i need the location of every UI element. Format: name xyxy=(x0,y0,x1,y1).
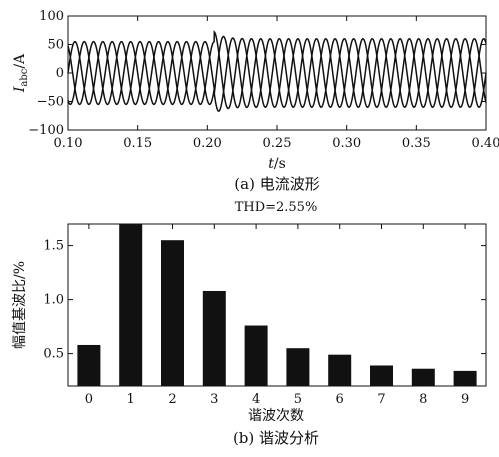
harmonic-y-axis-label: 幅值基波比/% xyxy=(11,261,28,349)
x-label-unit: /s xyxy=(274,156,286,172)
x-tick-label: 3 xyxy=(210,392,218,407)
x-tick-label: 0.15 xyxy=(123,136,152,151)
x-tick-label: 4 xyxy=(252,392,260,407)
x-tick-label: 0.35 xyxy=(402,136,431,151)
phase-a-waveform xyxy=(67,30,487,110)
harmonic-bar xyxy=(328,354,352,386)
y-label-unit: /A xyxy=(12,53,28,69)
harmonic-bars xyxy=(77,224,477,386)
x-tick-label: 0.25 xyxy=(263,136,292,151)
waveform-chart: 0.10 0.15 0.20 0.25 0.30 0.35 0.40 100 50 0 −50 −10… xyxy=(12,9,499,193)
waveform-axis-ticks xyxy=(67,15,487,131)
harmonic-plot-frame xyxy=(67,223,487,387)
y-tick-label: 1.0 xyxy=(43,293,64,308)
x-tick-label: 9 xyxy=(461,392,469,407)
harmonic-axis-ticks xyxy=(68,224,486,386)
harmonic-tick-labels: 0 1 2 3 4 5 6 7 8 9 0.5 1.0 1.5 xyxy=(43,239,469,407)
x-tick-label: 7 xyxy=(377,392,385,407)
harmonic-bar xyxy=(411,368,435,386)
y-tick-label: 100 xyxy=(39,9,64,24)
y-tick-label: 50 xyxy=(47,38,64,53)
y-label-subscript: abc xyxy=(19,68,30,86)
y-tick-label: 0 xyxy=(56,66,64,81)
harmonic-bar xyxy=(244,325,268,386)
x-tick-label: 0.30 xyxy=(332,136,361,151)
x-tick-label: 6 xyxy=(336,392,344,407)
x-tick-label: 5 xyxy=(294,392,302,407)
waveform-x-axis-label: t/s xyxy=(268,156,286,172)
caption-a: (a) 电流波形 xyxy=(234,175,319,193)
harmonic-bar xyxy=(286,348,310,386)
harmonic-bar xyxy=(370,365,393,386)
harmonic-chart: THD=2.55% 0 1 2 3 4 5 6 7 8 9 0.5 1.0 1.5 幅值基波比/% 谐波… xyxy=(11,200,487,447)
y-tick-label: −100 xyxy=(28,123,64,138)
harmonic-bar xyxy=(77,344,101,386)
waveform-y-axis-label: Iabc/A xyxy=(12,53,30,93)
harmonic-bar xyxy=(161,240,184,386)
y-label-symbol: I xyxy=(12,86,28,93)
x-tick-label: 2 xyxy=(168,392,176,407)
harmonic-bar xyxy=(119,224,143,386)
y-tick-label: 0.5 xyxy=(43,347,64,362)
x-tick-label: 0.20 xyxy=(193,136,222,151)
phase-b-waveform xyxy=(67,35,487,109)
y-tick-label: −50 xyxy=(37,95,64,110)
harmonic-bar xyxy=(453,370,477,386)
harmonic-bar xyxy=(202,290,226,386)
x-tick-label: 8 xyxy=(419,392,427,407)
waveform-tick-labels: 0.10 0.15 0.20 0.25 0.30 0.35 0.40 100 50 0 −50 −10… xyxy=(28,9,499,151)
x-tick-label: 0.40 xyxy=(472,136,499,151)
thd-label: THD=2.55% xyxy=(235,200,318,215)
y-tick-label: 1.5 xyxy=(43,239,64,254)
x-tick-label: 0 xyxy=(85,392,93,407)
caption-b: (b) 谐波分析 xyxy=(233,429,319,447)
phase-c-waveform xyxy=(67,37,487,112)
harmonic-x-axis-label: 谐波次数 xyxy=(248,408,304,424)
x-tick-label: 1 xyxy=(127,392,135,407)
x-label-symbol: t xyxy=(268,156,274,172)
x-tick-label: 0.10 xyxy=(54,136,83,151)
